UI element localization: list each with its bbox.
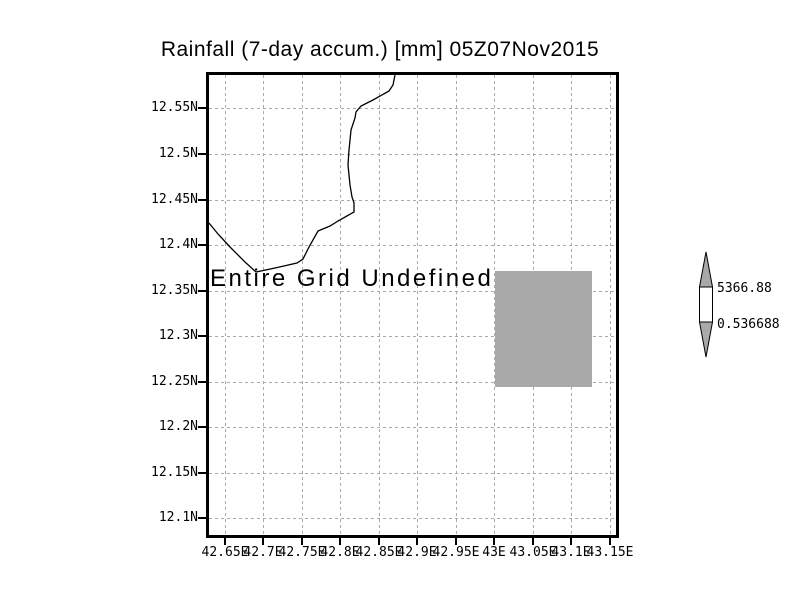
y-axis-tick-label: 12.3N xyxy=(158,328,198,343)
gridline-horizontal xyxy=(209,336,616,337)
plot-title: Rainfall (7-day accum.) [mm] 05Z07Nov201… xyxy=(160,38,600,61)
x-axis-tick-label: 42.75E xyxy=(278,545,326,560)
y-axis-tick-mark xyxy=(198,153,206,155)
x-axis-tick-label: 43.1E xyxy=(551,545,591,560)
y-axis-tick-label: 12.1N xyxy=(158,510,198,525)
coastline-path xyxy=(209,75,396,273)
coastline-svg xyxy=(209,75,396,273)
colorbar-bottom-arrow-icon xyxy=(698,321,714,358)
gridline-horizontal xyxy=(209,518,616,519)
colorbar-top-arrow-icon xyxy=(698,251,714,288)
gridline-vertical xyxy=(302,75,303,535)
gridline-vertical xyxy=(225,75,226,535)
x-axis-tick-label: 43.05E xyxy=(509,545,557,560)
x-axis-tick-mark xyxy=(493,538,495,545)
colorbar-max-label: 5366.88 xyxy=(717,281,772,296)
y-axis-tick-mark xyxy=(198,107,206,109)
x-axis-tick-label: 42.95E xyxy=(432,545,480,560)
x-axis-tick-label: 42.65E xyxy=(201,545,249,560)
colorbar-min-label: 0.536688 xyxy=(717,317,780,332)
gridline-horizontal xyxy=(209,108,616,109)
x-axis-tick-mark xyxy=(301,538,303,545)
x-axis-tick-label: 43E xyxy=(482,545,506,560)
x-axis-tick-mark xyxy=(416,538,418,545)
y-axis-tick-mark xyxy=(198,426,206,428)
y-axis-tick-mark xyxy=(198,335,206,337)
y-axis-tick-mark xyxy=(198,244,206,246)
y-axis-tick-label: 12.35N xyxy=(151,283,198,298)
x-axis-tick-mark xyxy=(570,538,572,545)
y-axis-tick-mark xyxy=(198,290,206,292)
x-axis-tick-label: 42.7E xyxy=(243,545,283,560)
gridline-horizontal xyxy=(209,473,616,474)
y-axis-tick-label: 12.4N xyxy=(158,237,198,252)
gridline-vertical xyxy=(456,75,457,535)
gridline-horizontal xyxy=(209,154,616,155)
gridline-horizontal xyxy=(209,200,616,201)
x-axis-tick-mark xyxy=(339,538,341,545)
shaded-grid-cell xyxy=(495,271,592,387)
gridline-horizontal xyxy=(209,245,616,246)
gridline-vertical xyxy=(263,75,264,535)
x-axis-tick-mark xyxy=(455,538,457,545)
gridline-vertical xyxy=(610,75,611,535)
colorbar xyxy=(698,251,714,358)
gridline-vertical xyxy=(417,75,418,535)
gridline-horizontal xyxy=(209,382,616,383)
gridline-vertical xyxy=(340,75,341,535)
x-axis-tick-mark xyxy=(532,538,534,545)
x-axis-tick-label: 42.85E xyxy=(355,545,403,560)
y-axis-tick-label: 12.55N xyxy=(151,100,198,115)
x-axis-tick-mark xyxy=(378,538,380,545)
gridline-horizontal xyxy=(209,427,616,428)
x-axis-tick-label: 42.8E xyxy=(320,545,360,560)
y-axis-tick-label: 12.5N xyxy=(158,146,198,161)
x-axis-tick-mark xyxy=(609,538,611,545)
x-axis-tick-mark xyxy=(224,538,226,545)
y-axis-tick-mark xyxy=(198,199,206,201)
undefined-grid-message: Entire Grid Undefined xyxy=(210,265,494,292)
y-axis-tick-mark xyxy=(198,472,206,474)
x-axis-tick-mark xyxy=(262,538,264,545)
y-axis-tick-mark xyxy=(198,517,206,519)
x-axis-tick-label: 43.15E xyxy=(586,545,634,560)
y-axis-tick-label: 12.45N xyxy=(151,192,198,207)
y-axis-tick-label: 12.15N xyxy=(151,465,198,480)
gridline-vertical xyxy=(379,75,380,535)
y-axis-tick-label: 12.25N xyxy=(151,374,198,389)
y-axis-tick-mark xyxy=(198,381,206,383)
x-axis-tick-label: 42.9E xyxy=(397,545,437,560)
y-axis-tick-label: 12.2N xyxy=(158,419,198,434)
colorbar-box xyxy=(699,286,713,323)
map-plot-area: Entire Grid Undefined xyxy=(206,72,619,538)
gridline-horizontal xyxy=(209,291,616,292)
gridline-vertical xyxy=(494,75,495,535)
